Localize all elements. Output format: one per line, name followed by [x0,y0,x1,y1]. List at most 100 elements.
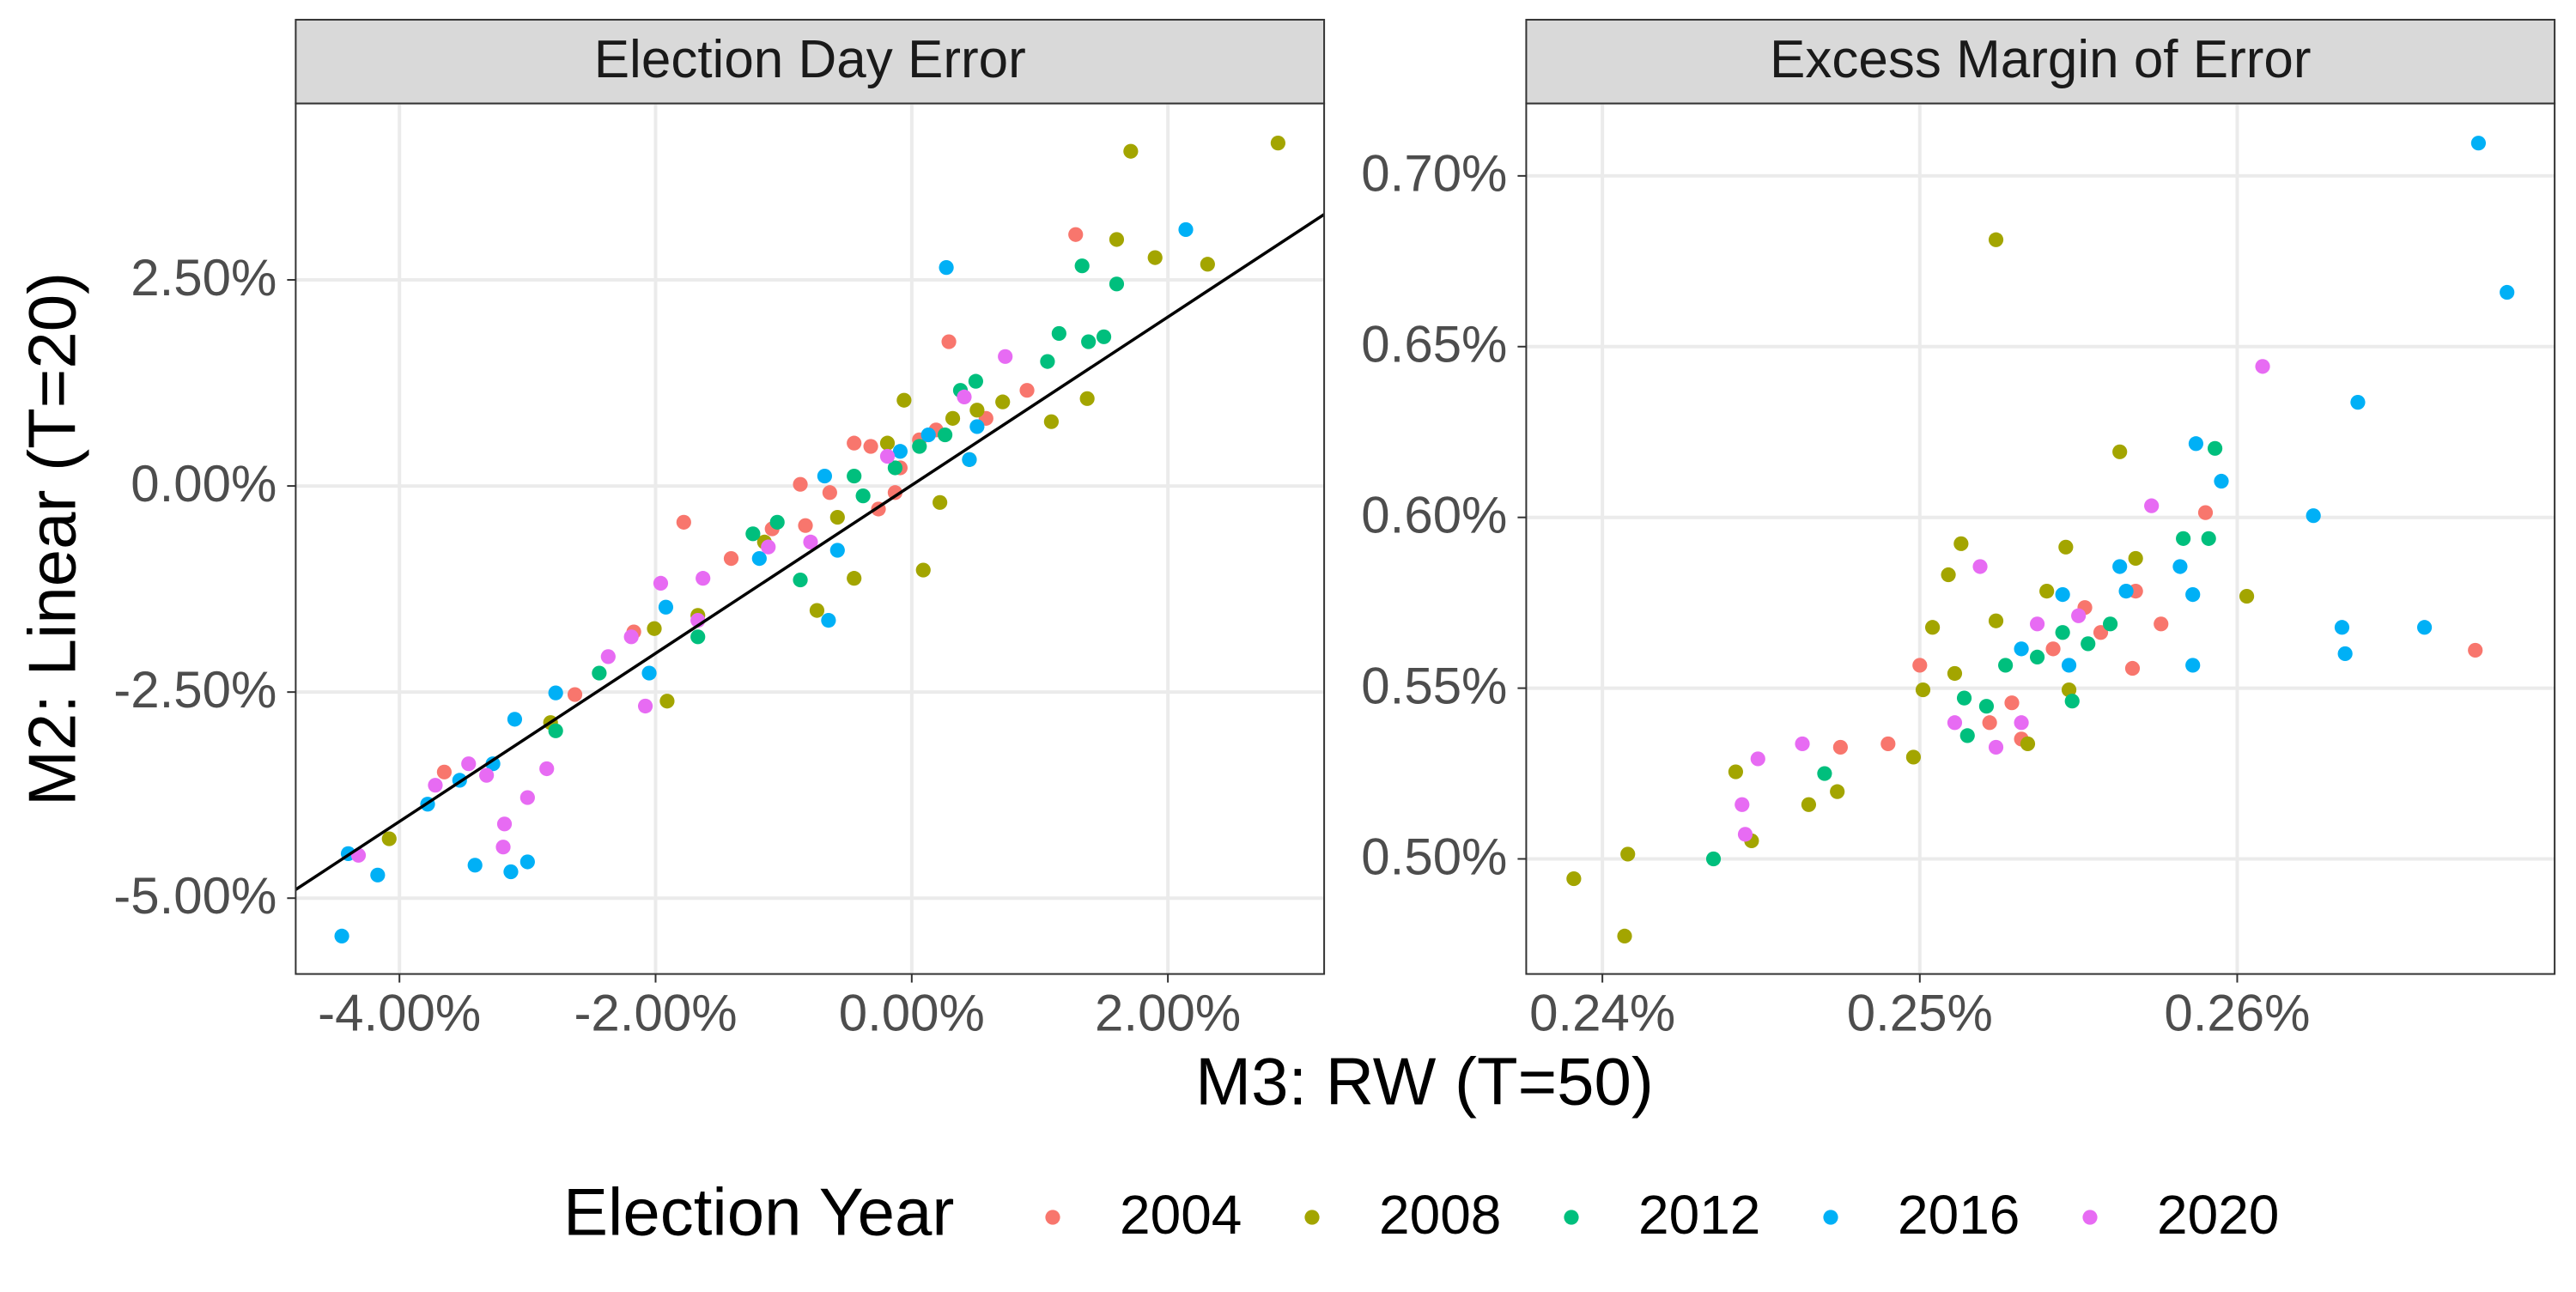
point [769,514,785,530]
point [939,260,954,276]
x-tick-label: -4.00% [318,984,481,1041]
point [1953,536,1969,551]
point [647,621,662,636]
point [1079,391,1095,406]
point [676,514,691,530]
point [821,613,836,628]
point [962,452,977,467]
legend-label: 2020 [2157,1184,2279,1246]
point [2334,620,2350,635]
point [1566,870,1582,887]
point [2207,440,2223,456]
point [887,485,903,500]
x-tick-label: -2.00% [574,984,737,1041]
point [2045,641,2061,657]
facet-title: Election Day Error [594,30,1026,89]
y-tick-label: 0.50% [1361,828,1507,885]
point [2185,658,2201,673]
point [1941,567,1956,583]
point [937,427,953,443]
point [2188,436,2204,452]
point [1109,276,1125,292]
point [2154,616,2169,632]
panel-background [1526,103,2555,974]
point [2128,550,2143,567]
point [479,767,495,783]
point [2500,284,2515,300]
point [1043,414,1059,429]
point [1705,851,1722,867]
point [467,858,483,873]
point [2112,444,2128,459]
point [2014,641,2029,657]
panel-border [1525,102,2556,975]
point [2197,505,2214,520]
point [519,854,535,870]
point [2416,620,2433,635]
point [592,665,607,681]
point [370,867,386,883]
point [793,572,808,588]
point [428,778,443,793]
point [1924,620,1941,635]
point [915,562,931,578]
point [1988,232,2004,247]
point [847,571,862,586]
point [381,831,397,846]
point [879,448,896,464]
point [1801,797,1817,812]
legend-key [1304,1210,1320,1225]
legend-label: 2004 [1120,1184,1242,1246]
point [1750,751,1765,767]
legend-title: Election Year [563,1174,954,1250]
point [2239,588,2255,604]
point [2255,359,2270,374]
x-tick-label: 0.26% [2164,984,2310,1041]
facet-strip [295,18,1326,105]
point [723,550,739,567]
point [2020,736,2036,752]
plot-area [295,136,1325,943]
point [519,790,535,805]
point [1988,739,2004,755]
point [495,840,511,855]
point [798,518,813,533]
point [847,435,862,451]
point [1817,766,1832,781]
point [2039,584,2055,599]
point [1019,383,1035,398]
point [817,468,832,484]
point [2004,695,2020,711]
x-tick-label: 0.25% [1847,984,1993,1041]
point [2064,694,2080,709]
y-tick-label: 0.00% [131,455,276,513]
x-tick-label: 0.24% [1529,984,1675,1041]
point [1880,736,1896,752]
point [1270,136,1285,151]
point [496,816,513,832]
point [920,427,936,443]
point [1947,715,1963,731]
point [2201,531,2216,546]
point [567,687,583,702]
point [2124,660,2141,676]
point [659,694,675,709]
point [1830,784,1845,799]
point [1998,658,2014,673]
point [2112,559,2128,574]
point [641,665,657,681]
point [1795,736,1810,752]
point [1956,690,1972,706]
fit-line [295,213,1325,891]
point [548,723,563,738]
facet-title: Excess Margin of Error [1770,30,2312,89]
point [1147,250,1163,265]
point [1081,334,1097,349]
point [1988,613,2004,628]
y-tick-label: 0.70% [1361,145,1507,203]
point [2176,531,2191,546]
x-tick-label: 2.00% [1095,984,1241,1041]
point [1915,682,1931,698]
y-tick-label: 0.65% [1361,316,1507,373]
